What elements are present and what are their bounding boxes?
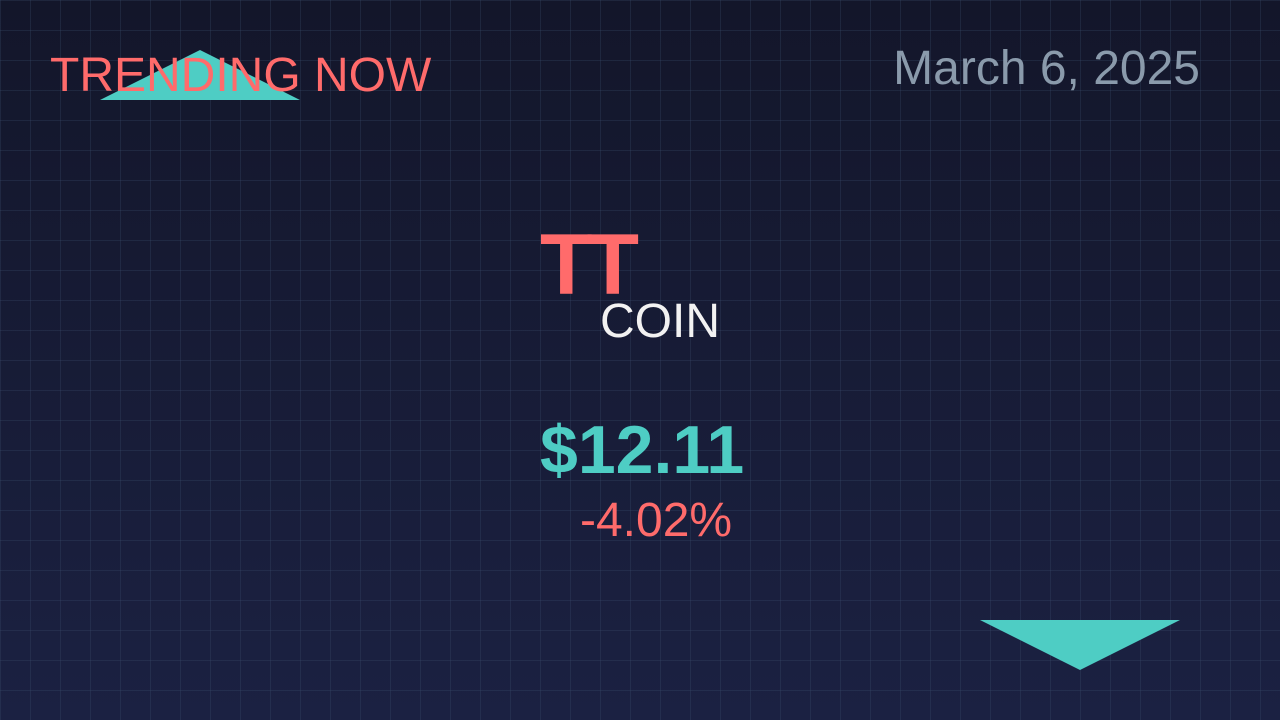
trending-label: TRENDING NOW	[50, 49, 432, 102]
down-triangle-icon	[980, 620, 1180, 670]
coin-name: COIN	[600, 295, 720, 348]
up-triangle-icon	[100, 50, 300, 100]
date-label: March 6, 2025	[893, 42, 1200, 95]
price-change: -4.02%	[580, 494, 733, 547]
coin-price: $12.11	[540, 412, 745, 488]
coin-logo: TT	[540, 217, 639, 313]
